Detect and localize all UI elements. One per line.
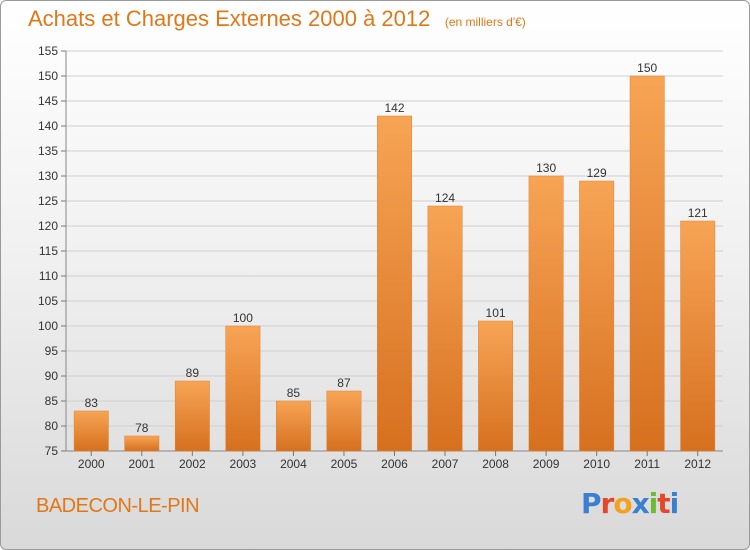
x-tick-label: 2009 [533,457,560,471]
x-tick-label: 2007 [432,457,459,471]
title-text: Achats et Charges Externes 2000 à 2012 [28,6,431,31]
value-label: 101 [486,306,506,320]
bar-2004 [275,400,311,452]
y-tick-label: 110 [39,269,58,283]
x-tick-label: 2006 [381,457,408,471]
y-tick-label: 80 [45,419,59,433]
value-label: 142 [384,101,404,115]
logo-letter: i [669,487,680,520]
value-label: 121 [688,206,708,220]
y-tick-label: 105 [38,294,58,308]
y-tick-label: 75 [45,444,59,458]
bar-2009 [528,175,564,452]
bar-2012 [680,220,716,452]
logo-letter: x [631,487,650,520]
y-tick-label: 130 [38,169,58,183]
bar-2008 [478,320,514,452]
y-tick-label: 120 [38,219,58,233]
x-tick-label: 2011 [634,457,660,471]
bar-2006 [377,115,412,452]
value-label: 78 [135,421,149,435]
value-label: 100 [233,311,253,325]
bar-2010 [579,180,615,452]
y-tick-label: 140 [38,119,58,133]
y-tick-label: 150 [38,69,58,83]
value-label: 89 [186,366,200,380]
y-tick-label: 155 [38,44,58,58]
y-tick-label: 100 [38,319,58,333]
y-tick-label: 95 [45,344,59,358]
bar-2001 [124,435,160,452]
proxiti-logo: Proxiti [581,487,680,520]
y-tick-label: 145 [38,94,58,108]
value-label: 124 [435,191,455,205]
x-tick-label: 2001 [128,457,155,471]
bar-2011 [629,75,665,452]
x-tick-label: 2004 [280,457,307,471]
y-tick-label: 90 [45,369,59,383]
value-label: 83 [85,396,99,410]
x-tick-label: 2000 [78,457,105,471]
logo-letter: r [600,487,615,520]
value-label: 129 [587,166,607,180]
bar-2007 [427,205,463,452]
bar-2005 [326,390,362,452]
unit-note: (en milliers d'€) [444,15,526,29]
value-label: 87 [337,376,351,390]
logo-letter: o [613,487,632,520]
y-tick-label: 85 [45,394,59,408]
value-label: 130 [536,161,556,175]
chart-title: Achats et Charges Externes 2000 à 2012 (… [28,6,526,32]
x-tick-label: 2005 [331,457,358,471]
y-tick-label: 125 [38,194,58,208]
x-tick-label: 2010 [583,457,610,471]
bar-2003 [225,325,261,452]
logo-letter: t [657,487,670,520]
value-label: 150 [637,61,657,75]
city-name: BADECON-LE-PIN [36,495,200,517]
x-tick-label: 2008 [482,457,509,471]
logo-letter: i [648,487,659,520]
x-tick-label: 2003 [230,457,257,471]
logo-letter: P [581,487,602,520]
x-tick-label: 2012 [684,457,711,471]
y-tick-label: 135 [38,144,58,158]
x-tick-label: 2002 [179,457,206,471]
value-label: 85 [287,386,301,400]
y-tick-label: 115 [39,244,58,258]
bar-2000 [73,410,109,452]
bar-2002 [174,380,210,452]
